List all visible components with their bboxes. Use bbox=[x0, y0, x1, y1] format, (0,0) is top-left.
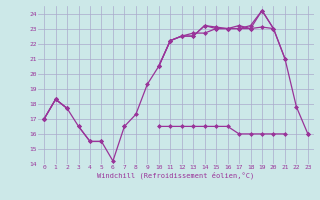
X-axis label: Windchill (Refroidissement éolien,°C): Windchill (Refroidissement éolien,°C) bbox=[97, 172, 255, 179]
